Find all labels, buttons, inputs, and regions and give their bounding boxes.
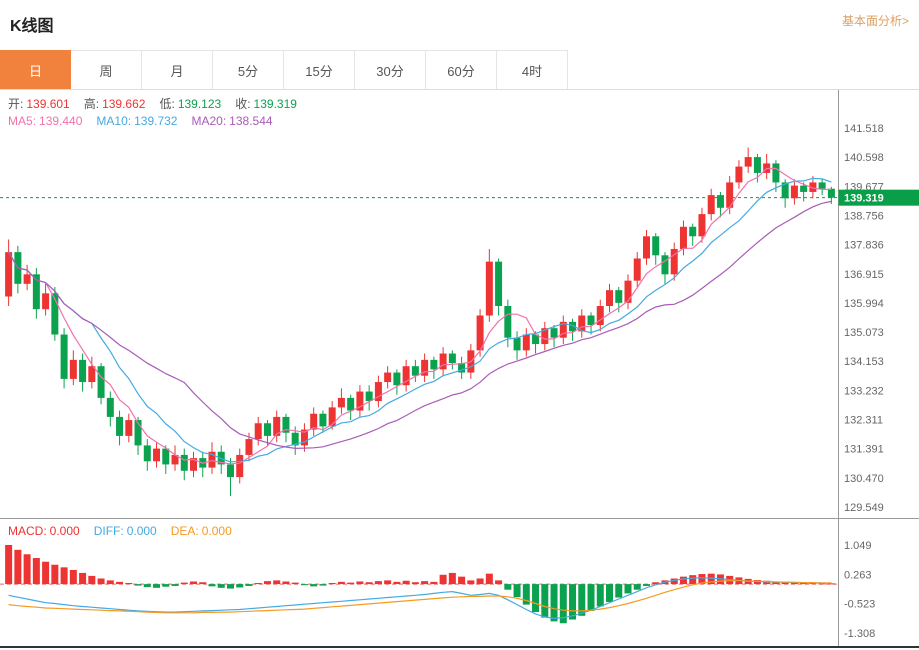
reference-lines <box>0 197 839 585</box>
svg-text:141.518: 141.518 <box>844 123 884 135</box>
tab-min5[interactable]: 5分 <box>213 50 284 89</box>
ohlc-open: 开: 139.601 <box>8 97 70 111</box>
svg-text:131.391: 131.391 <box>844 444 884 456</box>
price-axis-ticks: 141.518140.598139.677138.756137.836136.9… <box>844 123 884 514</box>
ma-ma5-label: MA5: <box>8 114 37 128</box>
macd-diff-label: DIFF: <box>93 524 124 538</box>
fundamental-analysis-link[interactable]: 基本面分析> <box>841 14 909 28</box>
svg-text:-1.308: -1.308 <box>844 628 875 640</box>
ohlc-open-label: 开: <box>8 97 24 111</box>
ohlc-close-value: 139.319 <box>253 97 297 111</box>
svg-text:136.915: 136.915 <box>844 269 884 281</box>
macd-dea: DEA: 0.000 <box>171 524 232 538</box>
macd-axis-ticks: 1.049 0.263 -0.523 -1.308 <box>844 540 875 640</box>
svg-text:135.073: 135.073 <box>844 327 884 339</box>
ma-lines <box>8 167 832 465</box>
macd-macd-value: 0.000 <box>49 524 80 538</box>
ma-readout: MA5: 139.440 MA10: 139.732 MA20: 138.544 <box>8 114 287 128</box>
ohlc-open-value: 139.601 <box>26 97 70 111</box>
ohlc-close-label: 收: <box>235 97 251 111</box>
current-price-tag: 139.319 <box>838 189 919 206</box>
macd-readout: MACD: 0.000 DIFF: 0.000 DEA: 0.000 <box>8 524 246 538</box>
svg-text:132.311: 132.311 <box>844 415 883 427</box>
chart-area: 开: 139.601 高: 139.662 低: 139.123 收: 139.319 MA5… <box>0 90 919 650</box>
svg-text:135.994: 135.994 <box>844 298 884 310</box>
axes <box>0 90 919 648</box>
kline-chart-canvas[interactable]: 141.518140.598139.677138.756137.836136.9… <box>0 90 919 650</box>
tab-month[interactable]: 月 <box>142 50 213 89</box>
svg-text:0.263: 0.263 <box>844 569 872 581</box>
svg-text:133.232: 133.232 <box>844 385 884 397</box>
ma-ma20: MA20: 138.544 <box>191 114 272 128</box>
ma-ma10-value: 139.732 <box>134 114 178 128</box>
macd-diff-value: 0.000 <box>126 524 157 538</box>
tab-min60[interactable]: 60分 <box>426 50 497 89</box>
macd-lines <box>8 577 832 620</box>
ma-ma10-label: MA10: <box>96 114 132 128</box>
tab-min30[interactable]: 30分 <box>355 50 426 89</box>
ohlc-low: 低: 139.123 <box>159 97 221 111</box>
ma-ma20-label: MA20: <box>191 114 227 128</box>
ohlc-high-label: 高: <box>83 97 100 111</box>
macd-diff: DIFF: 0.000 <box>94 524 157 538</box>
timeframe-tabs: 日周月 5分 15分 30分 60分 4时 <box>0 50 919 90</box>
svg-text:134.153: 134.153 <box>844 356 884 368</box>
ma-ma5: MA5: 139.440 <box>8 114 82 128</box>
svg-text:139.319: 139.319 <box>844 193 884 205</box>
tab-hour4[interactable]: 4时 <box>497 50 568 89</box>
ma-ma10: MA10: 139.732 <box>96 114 177 128</box>
tab-min15[interactable]: 15分 <box>284 50 355 89</box>
svg-text:1.049: 1.049 <box>844 540 872 552</box>
tab-week[interactable]: 周 <box>71 50 142 89</box>
ohlc-close: 收: 139.319 <box>235 97 297 111</box>
svg-text:-0.523: -0.523 <box>844 599 875 611</box>
svg-text:129.549: 129.549 <box>844 502 884 514</box>
ohlc-readout: 开: 139.601 高: 139.662 低: 139.123 收: 139.319 <box>8 95 311 112</box>
ohlc-high: 高: 139.662 <box>84 97 146 111</box>
svg-text:138.756: 138.756 <box>844 210 884 222</box>
svg-text:137.836: 137.836 <box>844 240 884 252</box>
macd-macd-label: MACD: <box>8 524 47 538</box>
candlestick-series <box>5 147 835 497</box>
ohlc-high-value: 139.662 <box>102 97 146 111</box>
header: K线图 基本面分析> <box>0 0 919 50</box>
ma-ma20-value: 138.544 <box>229 114 273 128</box>
tab-day[interactable]: 日 <box>0 50 71 89</box>
macd-dea-label: DEA: <box>170 524 199 538</box>
macd-dea-value: 0.000 <box>201 524 232 538</box>
ohlc-low-value: 139.123 <box>177 97 222 111</box>
ohlc-low-label: 低: <box>159 97 175 111</box>
macd-macd: MACD: 0.000 <box>8 524 80 538</box>
page-title: K线图 <box>10 18 54 35</box>
ma-ma5-value: 139.440 <box>39 114 83 128</box>
svg-text:130.470: 130.470 <box>844 473 884 485</box>
svg-text:140.598: 140.598 <box>844 152 884 164</box>
